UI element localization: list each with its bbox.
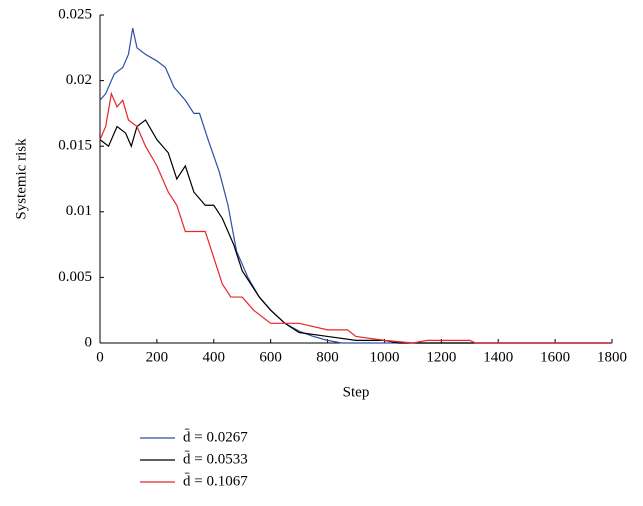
y-tick-label: 0: [85, 334, 93, 350]
x-tick-label: 1400: [483, 349, 513, 365]
series-line: [99, 119, 612, 344]
y-tick-label: 0.025: [58, 6, 92, 22]
x-tick-label: 0: [96, 349, 104, 365]
x-tick-label: 400: [203, 349, 226, 365]
x-tick-label: 600: [259, 349, 282, 365]
x-axis-label: Step: [343, 384, 370, 400]
y-tick-label: 0.015: [58, 138, 92, 154]
y-axis-label: Systemic risk: [13, 138, 29, 220]
legend-label: d̄ = 0.1067: [183, 473, 248, 489]
x-tick-label: 800: [316, 349, 339, 365]
x-tick-label: 200: [146, 349, 169, 365]
series-line: [99, 91, 612, 344]
legend-label: d̄ = 0.0533: [183, 451, 248, 467]
x-tick-label: 1600: [540, 349, 570, 365]
y-tick-label: 0.01: [66, 203, 92, 219]
x-tick-label: 1200: [426, 349, 456, 365]
y-tick-label: 0.02: [66, 72, 92, 88]
y-tick-label: 0.005: [58, 269, 92, 285]
legend-label: d̄ = 0.0267: [183, 429, 248, 445]
x-tick-label: 1800: [597, 349, 627, 365]
x-tick-label: 1000: [369, 349, 399, 365]
series-line: [99, 27, 612, 344]
